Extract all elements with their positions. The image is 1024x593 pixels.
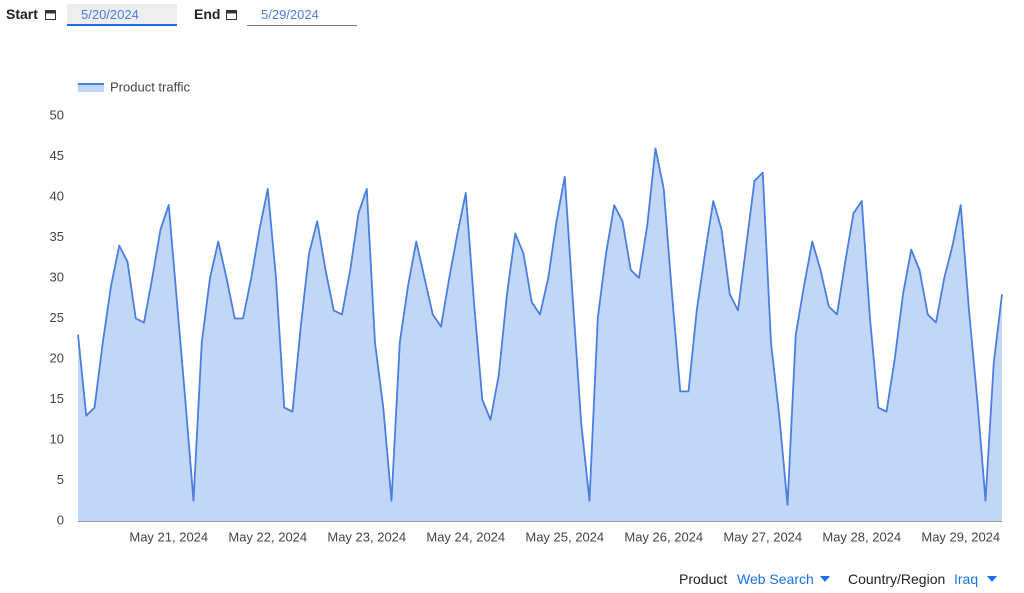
y-tick-label: 40	[50, 188, 64, 203]
product-label: Product	[679, 571, 728, 587]
y-tick-label: 0	[57, 512, 64, 527]
legend-label: Product traffic	[110, 79, 190, 94]
legend-swatch	[78, 83, 104, 92]
y-tick-label: 5	[57, 472, 64, 487]
x-tick-label: May 27, 2024	[723, 529, 802, 544]
area	[78, 148, 1002, 521]
chart: 0 5 10 15 20 25 30 35 40 45 50 May 21, 2024 May 22, …	[50, 79, 1003, 544]
x-tick-label: May 22, 2024	[228, 529, 307, 544]
x-tick-label: May 23, 2024	[327, 529, 406, 544]
y-tick-label: 45	[50, 148, 64, 163]
y-tick-label: 30	[50, 269, 64, 284]
dropdown-arrow[interactable]	[987, 576, 997, 582]
y-tick-label: 25	[50, 310, 64, 325]
start-date-input[interactable]: 5/20/2024	[67, 4, 177, 26]
dropdown-arrow[interactable]	[820, 576, 830, 582]
start-label: Start	[6, 6, 38, 22]
y-tick-label: 35	[50, 229, 64, 244]
x-tick-label: May 26, 2024	[624, 529, 703, 544]
calendar-icon	[226, 10, 237, 20]
line	[77, 147, 1003, 506]
y-tick-label: 20	[50, 350, 64, 365]
y-tick-label: 15	[50, 391, 64, 406]
x-tick-label: May 25, 2024	[525, 529, 604, 544]
x-tick-label: May 21, 2024	[129, 529, 208, 544]
y-tick-label: 10	[50, 431, 64, 446]
end-label: End	[194, 6, 221, 22]
x-tick-label: May 24, 2024	[426, 529, 505, 544]
x-tick-label: May 28, 2024	[822, 529, 901, 544]
product-dropdown[interactable]: Web Search	[737, 571, 814, 587]
calendar-icon	[45, 10, 56, 20]
country-label: Country/Region	[848, 571, 946, 587]
end-date-input[interactable]: 5/29/2024	[247, 4, 357, 26]
x-tick-label: May 29, 2024	[921, 529, 1000, 544]
y-tick-label: 50	[50, 107, 64, 122]
country-dropdown[interactable]: Iraq	[954, 571, 979, 587]
